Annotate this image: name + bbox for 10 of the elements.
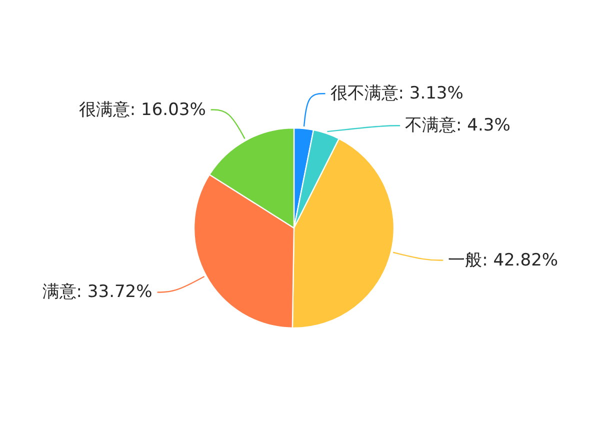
data-label: : 33.72% (76, 282, 152, 302)
data-label: : 3.13% (398, 84, 464, 104)
slice-label: 满意 (42, 282, 76, 302)
data-label: : 42.82% (482, 250, 558, 270)
data-label: : 4.3% (456, 116, 510, 136)
slice-label: 不满意 (405, 116, 456, 136)
data-label: : 16.03% (130, 100, 206, 120)
slice-label: 很满意 (78, 100, 130, 120)
slice-label: 一般 (448, 250, 482, 270)
slice-label: 很不满意 (330, 84, 398, 104)
